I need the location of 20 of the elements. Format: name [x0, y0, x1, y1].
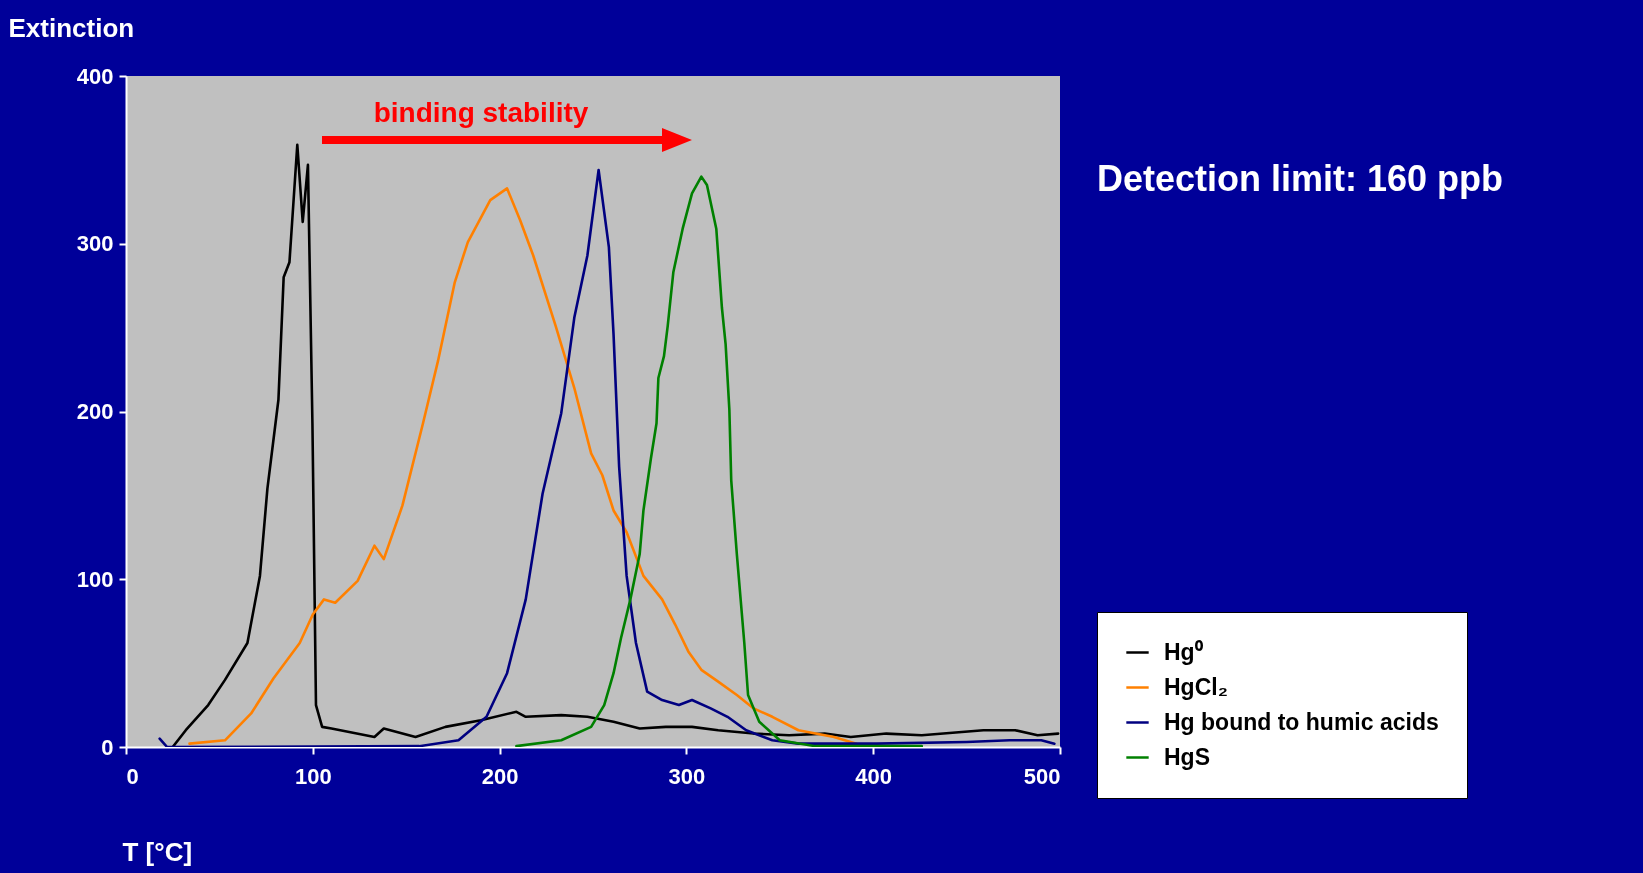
text: Detection limit: 160 ppb — [1097, 158, 1504, 199]
x-tick-label: 400 — [855, 763, 893, 789]
y-tick-label: 100 — [76, 566, 114, 592]
annotation: binding stability — [373, 97, 589, 128]
x-tick-label: 300 — [668, 763, 706, 789]
y-axis-title: Extinction — [8, 12, 135, 43]
x-tick-label: 0 — [126, 763, 139, 789]
y-tick-label: 300 — [76, 231, 114, 257]
legend-label: HgCl₂ — [1164, 673, 1228, 700]
x-tick-label: 500 — [1023, 763, 1061, 789]
legend-label: HgS — [1164, 743, 1210, 770]
legend-label: Hg⁰ — [1164, 638, 1204, 665]
y-tick-label: 400 — [76, 63, 114, 89]
x-tick-label: 100 — [294, 763, 332, 789]
x-axis-title: T [°C] — [122, 836, 193, 867]
y-tick-label: 200 — [76, 399, 114, 424]
legend-label: Hg bound to humic acids — [1164, 708, 1439, 735]
y-tick-label: 0 — [101, 734, 114, 760]
line-series — [515, 175, 924, 747]
x-tick-label: 200 — [481, 763, 519, 789]
